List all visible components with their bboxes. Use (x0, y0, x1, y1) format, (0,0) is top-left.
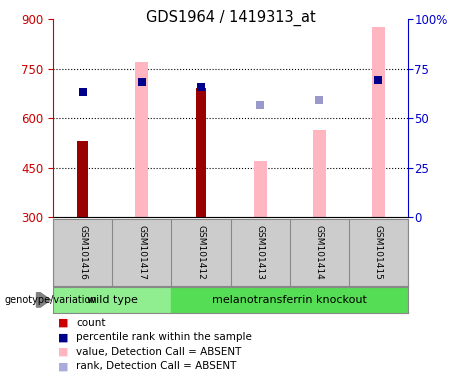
Text: melanotransferrin knockout: melanotransferrin knockout (212, 295, 367, 305)
Text: rank, Detection Call = ABSENT: rank, Detection Call = ABSENT (76, 361, 236, 371)
Text: GSM101412: GSM101412 (196, 225, 206, 280)
Text: wild type: wild type (87, 295, 138, 305)
Text: GSM101417: GSM101417 (137, 225, 146, 280)
Text: ■: ■ (58, 332, 68, 342)
Text: ■: ■ (58, 361, 68, 371)
Bar (77, 141, 88, 217)
Bar (135, 62, 148, 217)
Text: GDS1964 / 1419313_at: GDS1964 / 1419313_at (146, 10, 315, 26)
Bar (53, 287, 171, 313)
Text: GSM101414: GSM101414 (315, 225, 324, 280)
Text: genotype/variation: genotype/variation (5, 295, 97, 305)
Bar (372, 27, 385, 217)
Text: GSM101413: GSM101413 (255, 225, 265, 280)
Bar (171, 287, 408, 313)
Text: GSM101416: GSM101416 (78, 225, 87, 280)
Bar (313, 130, 326, 217)
Text: GSM101415: GSM101415 (374, 225, 383, 280)
Text: ■: ■ (58, 347, 68, 357)
Bar (195, 88, 206, 217)
FancyArrow shape (36, 293, 51, 307)
Text: count: count (76, 318, 106, 328)
Bar (254, 161, 266, 217)
Text: percentile rank within the sample: percentile rank within the sample (76, 332, 252, 342)
Text: ■: ■ (58, 318, 68, 328)
Text: value, Detection Call = ABSENT: value, Detection Call = ABSENT (76, 347, 242, 357)
